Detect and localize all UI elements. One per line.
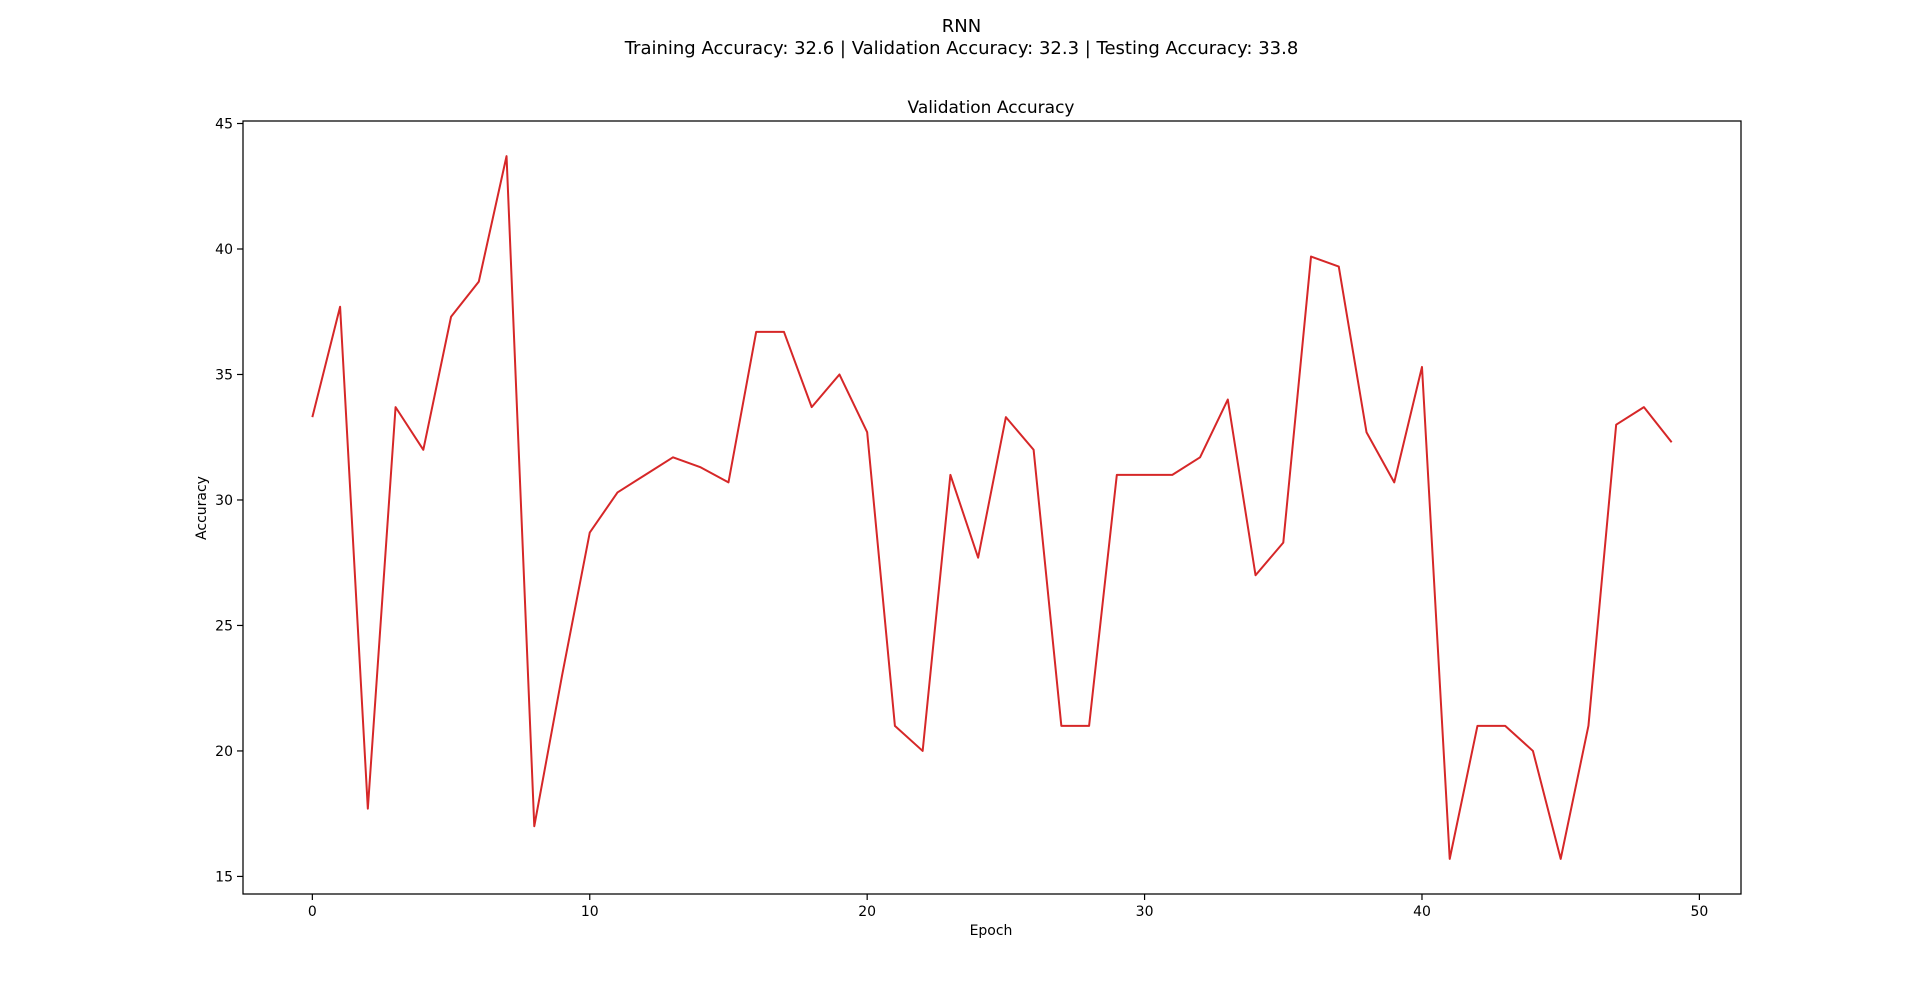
figure-subtitle: Training Accuracy: 32.6 | Validation Acc… bbox=[624, 38, 1299, 59]
y-tick-label: 45 bbox=[215, 117, 233, 133]
y-tick-label: 25 bbox=[215, 618, 233, 634]
y-tick-label: 40 bbox=[215, 242, 233, 258]
y-tick-label: 35 bbox=[215, 367, 233, 383]
y-tick-label: 20 bbox=[215, 744, 233, 760]
y-axis-label: Accuracy bbox=[194, 476, 210, 540]
axis-ticks: 0 10 20 30 40 50 15 20 25 30 35 40 45 bbox=[215, 117, 1708, 920]
y-tick-label: 30 bbox=[215, 493, 233, 509]
plot-title: Validation Accuracy bbox=[908, 98, 1075, 118]
x-tick-label: 0 bbox=[308, 904, 317, 920]
x-axis-label: Epoch bbox=[970, 923, 1013, 939]
plot-area-frame bbox=[242, 120, 1742, 895]
x-tick-label: 10 bbox=[581, 904, 599, 920]
x-tick-label: 50 bbox=[1690, 904, 1708, 920]
series-points bbox=[312, 156, 1672, 859]
x-tick-label: 20 bbox=[858, 904, 876, 920]
x-tick-label: 30 bbox=[1136, 904, 1154, 920]
series-line-validation-accuracy bbox=[311, 155, 1673, 860]
x-tick-label: 40 bbox=[1413, 904, 1431, 920]
y-tick-label: 15 bbox=[215, 869, 233, 885]
figure-title: RNN bbox=[941, 16, 982, 37]
